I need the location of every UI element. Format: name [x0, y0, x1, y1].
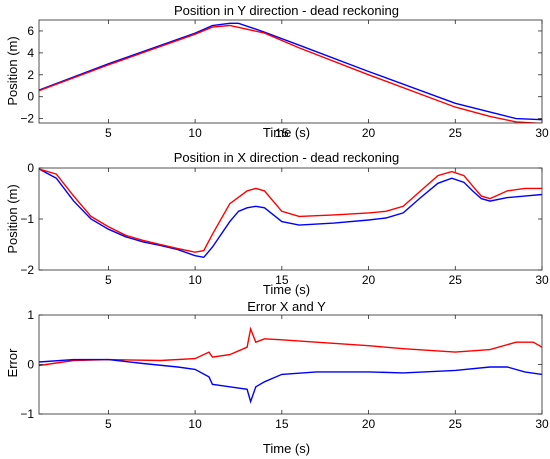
x-tick-label: 5 — [105, 126, 112, 140]
x-tick-label: 5 — [105, 273, 112, 287]
y-tick-label: −1 — [20, 212, 34, 226]
x-tick-label: 15 — [275, 417, 289, 431]
y-tick-label: 0 — [27, 161, 34, 175]
panel-x-position: Position in X direction - dead reckoning… — [5, 150, 549, 297]
plot-background — [39, 168, 542, 270]
x-axis-label: Time (s) — [263, 282, 310, 297]
y-axis-label: Position (m) — [5, 184, 20, 253]
series-line-1 — [39, 168, 542, 259]
y-tick-label: −1 — [20, 407, 34, 421]
chart-title: Position in X direction - dead reckoning — [174, 150, 399, 165]
x-tick-label: 20 — [362, 126, 376, 140]
plot-background — [39, 315, 542, 414]
y-tick-label: 6 — [27, 24, 34, 38]
x-tick-label: 30 — [535, 273, 549, 287]
series-line-2 — [39, 168, 542, 253]
y-tick-label: −2 — [20, 263, 34, 277]
y-tick-label: 2 — [27, 68, 34, 82]
y-tick-label: 4 — [27, 46, 34, 60]
plot-background — [39, 20, 542, 123]
y-tick-label: 0 — [27, 90, 34, 104]
y-tick-label: 0 — [27, 358, 34, 372]
x-tick-label: 20 — [362, 417, 376, 431]
x-tick-label: 25 — [449, 417, 463, 431]
y-axis-label: Position (m) — [5, 36, 20, 105]
x-tick-label: 30 — [535, 417, 549, 431]
panel-error: Error X and Y 5 10 15 20 25 30 −1 0 1 Time (s) E… — [5, 299, 549, 456]
x-tick-label: 25 — [449, 126, 463, 140]
x-tick-label: 25 — [449, 273, 463, 287]
series-line-2 — [39, 24, 542, 123]
plot-area: 5 10 15 20 25 30 −2 0 2 4 6 — [20, 19, 549, 140]
chart-title: Error X and Y — [247, 299, 326, 314]
x-tick-label: 10 — [188, 417, 202, 431]
x-tick-label: 10 — [188, 273, 202, 287]
x-tick-label: 10 — [188, 126, 202, 140]
plot-area: 5 10 15 20 25 30 −2 −1 0 — [20, 161, 549, 287]
panel-y-position: Position in Y direction - dead reckoning… — [5, 3, 549, 140]
x-axis-label: Time (s) — [263, 441, 310, 456]
series-line-1 — [39, 22, 542, 121]
x-tick-label: 15 — [275, 126, 289, 140]
x-axis-label: Time (s) — [263, 125, 310, 140]
chart-title: Position in Y direction - dead reckoning — [174, 3, 399, 18]
x-tick-label: 5 — [105, 417, 112, 431]
series-line-2 — [39, 358, 542, 404]
series-line-1 — [39, 326, 542, 367]
y-axis-label: Error — [5, 348, 20, 378]
axes-box — [38, 19, 543, 124]
x-tick-label: 30 — [535, 126, 549, 140]
x-tick-label: 20 — [362, 273, 376, 287]
y-tick-label: 1 — [27, 308, 34, 322]
plot-area: 5 10 15 20 25 30 −1 0 1 — [20, 308, 549, 431]
x-tick-label: 15 — [275, 273, 289, 287]
y-tick-label: −2 — [20, 112, 34, 126]
